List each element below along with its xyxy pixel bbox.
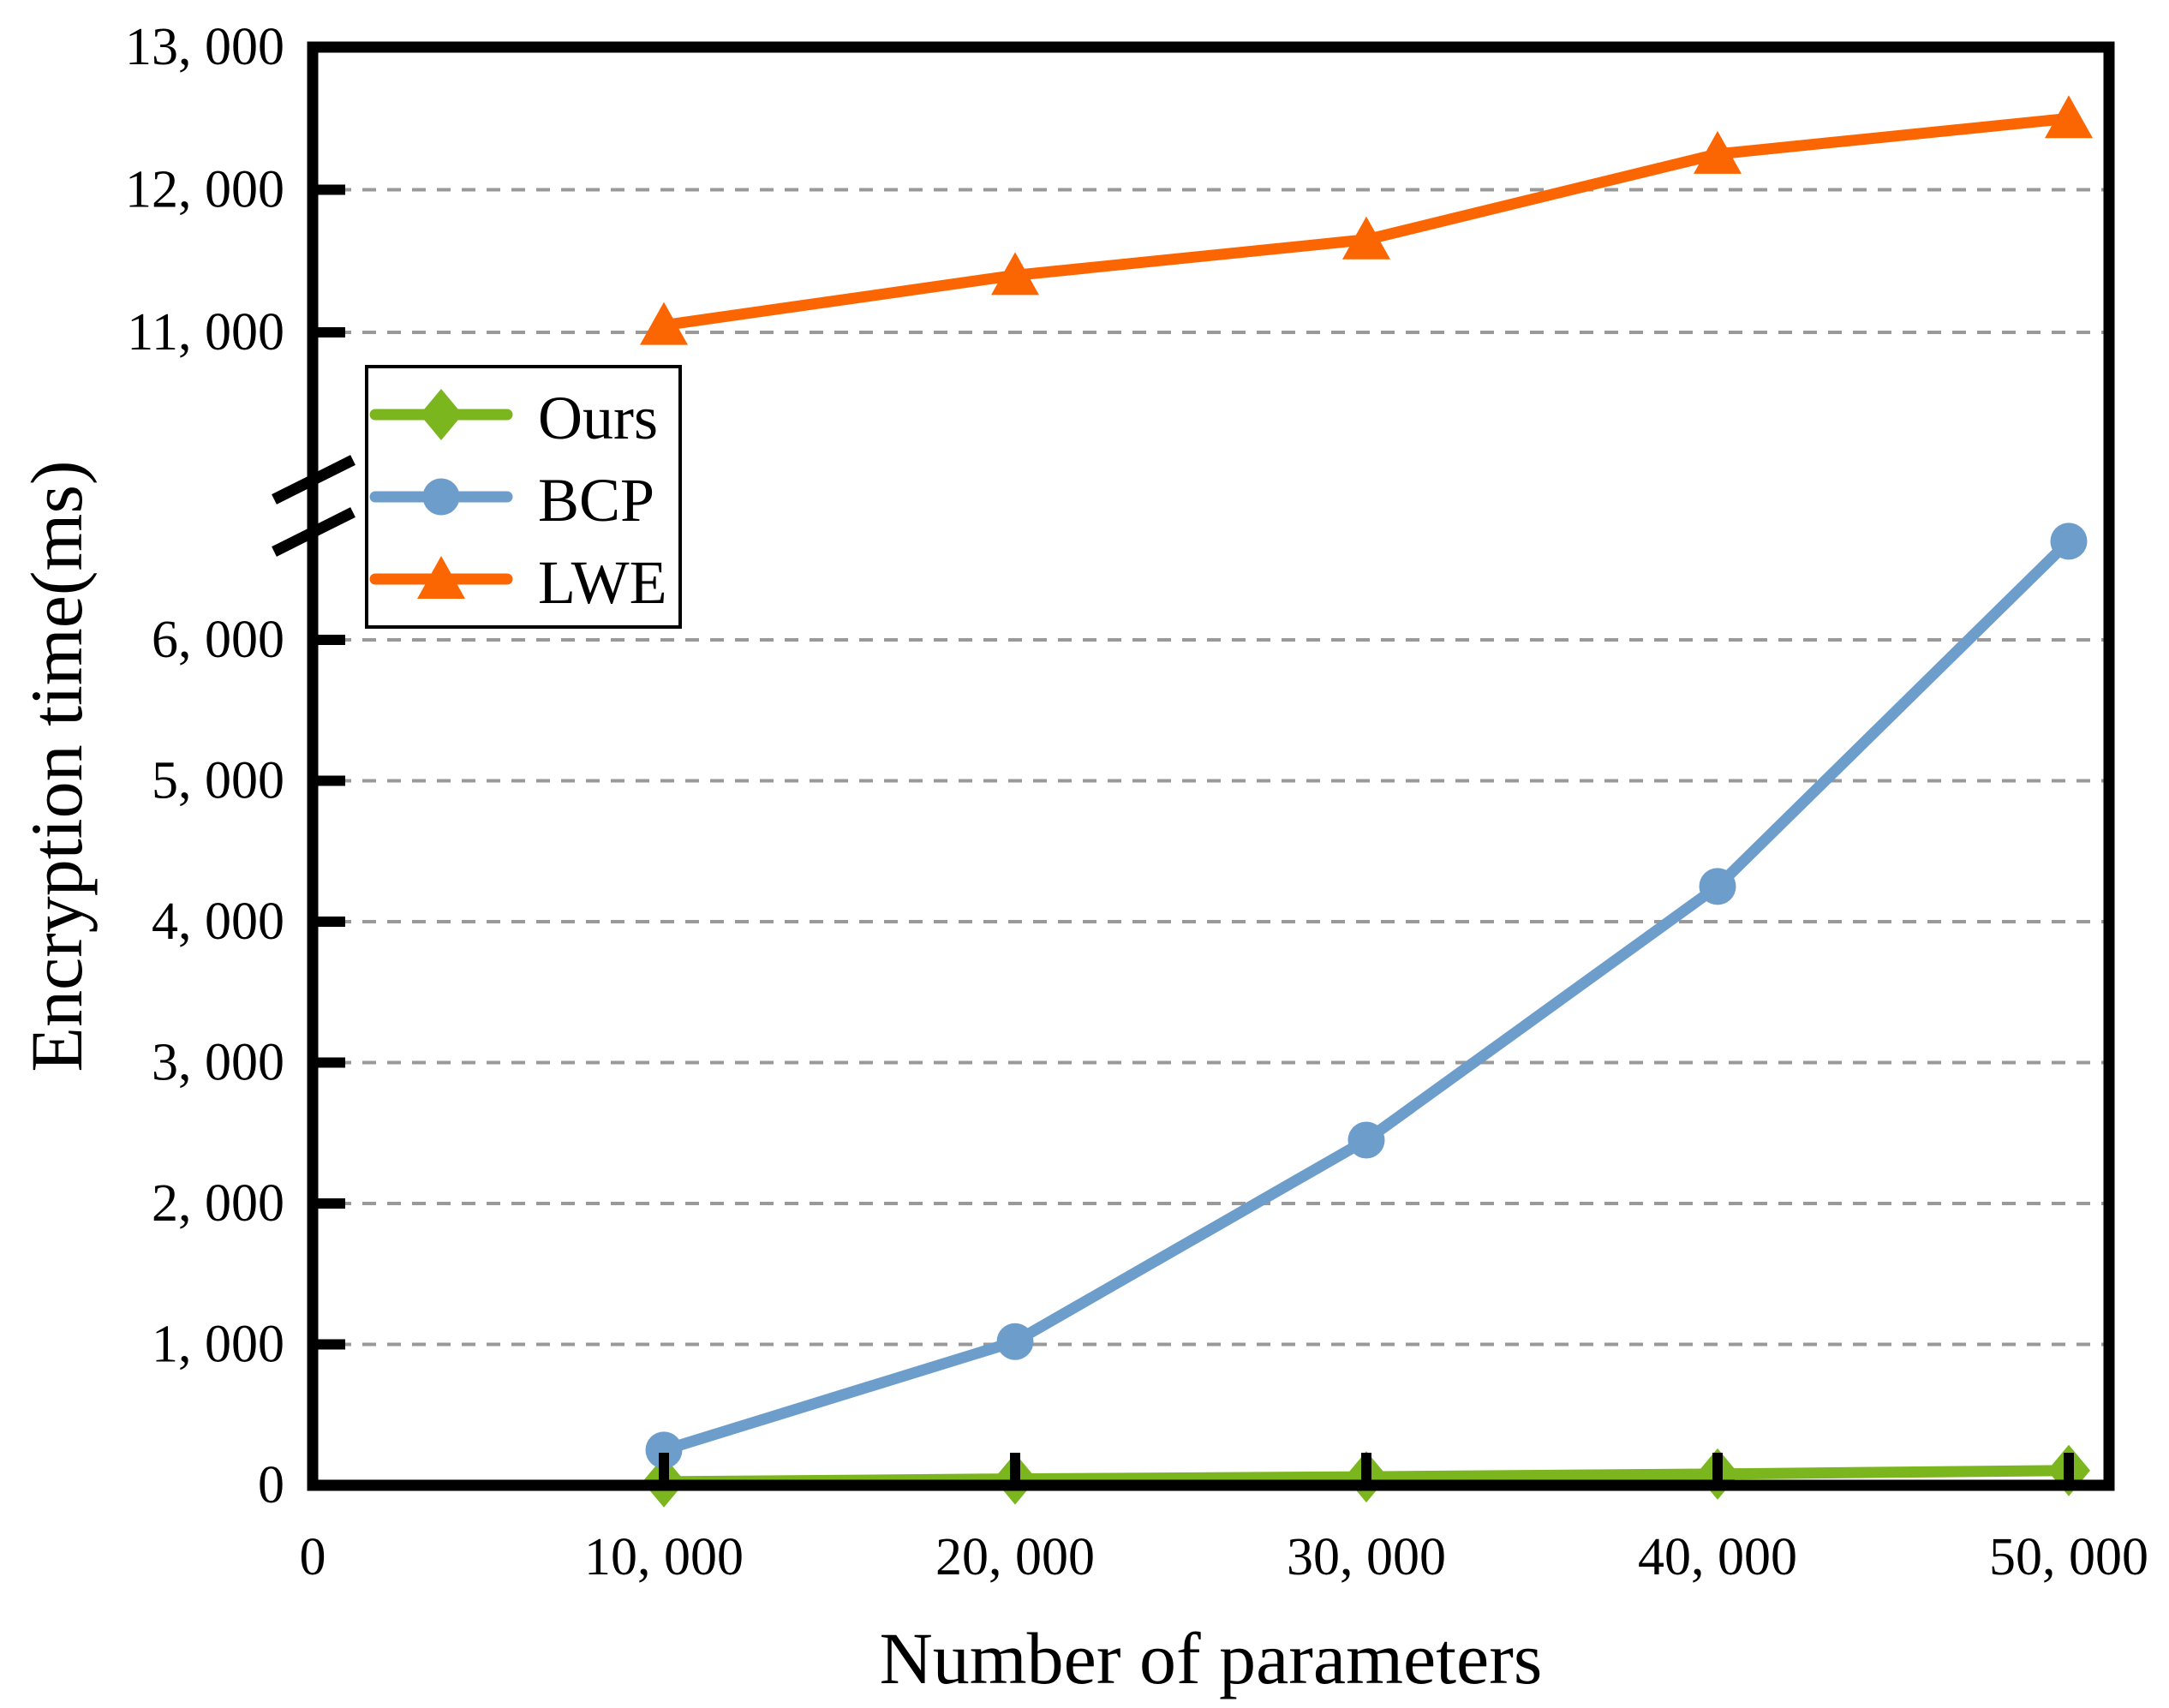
legend-item-lwe: LWE bbox=[369, 548, 667, 617]
legend-item-ours: Ours bbox=[369, 384, 658, 452]
plot-border bbox=[307, 41, 2115, 1491]
x-tick-label-10000: 10, 000 bbox=[584, 1528, 744, 1586]
x-axis-title: Number of parameters bbox=[880, 1617, 1543, 1699]
y-tick-label-13000: 13, 000 bbox=[125, 18, 284, 76]
x-tick-label-50000: 50, 000 bbox=[1989, 1528, 2148, 1586]
legend-label: Ours bbox=[538, 384, 658, 452]
y-tick-label-1000: 1, 000 bbox=[152, 1316, 284, 1374]
legend-diamond-icon bbox=[420, 389, 463, 440]
bcp-marker-10000 bbox=[645, 1431, 683, 1469]
legend-triangle-icon bbox=[417, 556, 465, 599]
y-axis-title: Encryption time(ms) bbox=[15, 460, 98, 1072]
lwe-marker-20000 bbox=[991, 252, 1039, 296]
y-tick-label-4000: 4, 000 bbox=[152, 893, 284, 951]
lwe-marker-10000 bbox=[640, 302, 688, 345]
y-axis-break-icon bbox=[272, 455, 356, 557]
bcp-marker-40000 bbox=[1699, 868, 1736, 905]
data-series bbox=[640, 95, 2093, 1508]
legend-circle-icon bbox=[422, 478, 460, 516]
series-bcp bbox=[645, 523, 2088, 1469]
y-tick-label-3000: 3, 000 bbox=[152, 1034, 284, 1092]
series-lwe bbox=[640, 95, 2093, 345]
x-tick-label-40000: 40, 000 bbox=[1638, 1528, 1797, 1586]
bcp-marker-30000 bbox=[1347, 1121, 1385, 1159]
y-tick-label-5000: 5, 000 bbox=[152, 752, 284, 810]
axis-titles: Number of parameters Encryption time(ms) bbox=[15, 460, 1542, 1699]
y-tick-label-12000: 12, 000 bbox=[125, 161, 284, 219]
legend-box: Ours BCP LWE bbox=[365, 365, 682, 629]
y-tick-label-6000: 6, 000 bbox=[152, 611, 284, 669]
bcp-marker-50000 bbox=[2050, 523, 2088, 560]
legend-item-bcp: BCP bbox=[369, 466, 654, 534]
lwe-marker-30000 bbox=[1342, 216, 1390, 260]
series-line-bcp bbox=[658, 535, 2075, 1456]
y-tick-label-0: 0 bbox=[258, 1456, 284, 1514]
plot-frame bbox=[307, 41, 2115, 1491]
tick-labels: 13, 000 12, 000 11, 000 6, 000 5, 000 4, 000 3… bbox=[125, 18, 2148, 1586]
break-slash-2 bbox=[272, 507, 356, 557]
y-tick-label-2000: 2, 000 bbox=[152, 1174, 284, 1233]
x-tick-label-20000: 20, 000 bbox=[935, 1528, 1095, 1586]
axis-ticks bbox=[308, 42, 2074, 1490]
lwe-marker-50000 bbox=[2045, 95, 2093, 139]
y-tick-label-11000: 11, 000 bbox=[127, 303, 284, 361]
legend-label: LWE bbox=[538, 548, 667, 617]
gridlines bbox=[313, 188, 2109, 1347]
lwe-marker-40000 bbox=[1694, 130, 1742, 174]
bcp-marker-20000 bbox=[996, 1323, 1034, 1360]
break-slash-1 bbox=[272, 455, 356, 505]
x-tick-label-30000: 30, 000 bbox=[1287, 1528, 1446, 1586]
x-tick-label-0: 0 bbox=[300, 1528, 326, 1586]
legend-label: BCP bbox=[538, 466, 654, 534]
